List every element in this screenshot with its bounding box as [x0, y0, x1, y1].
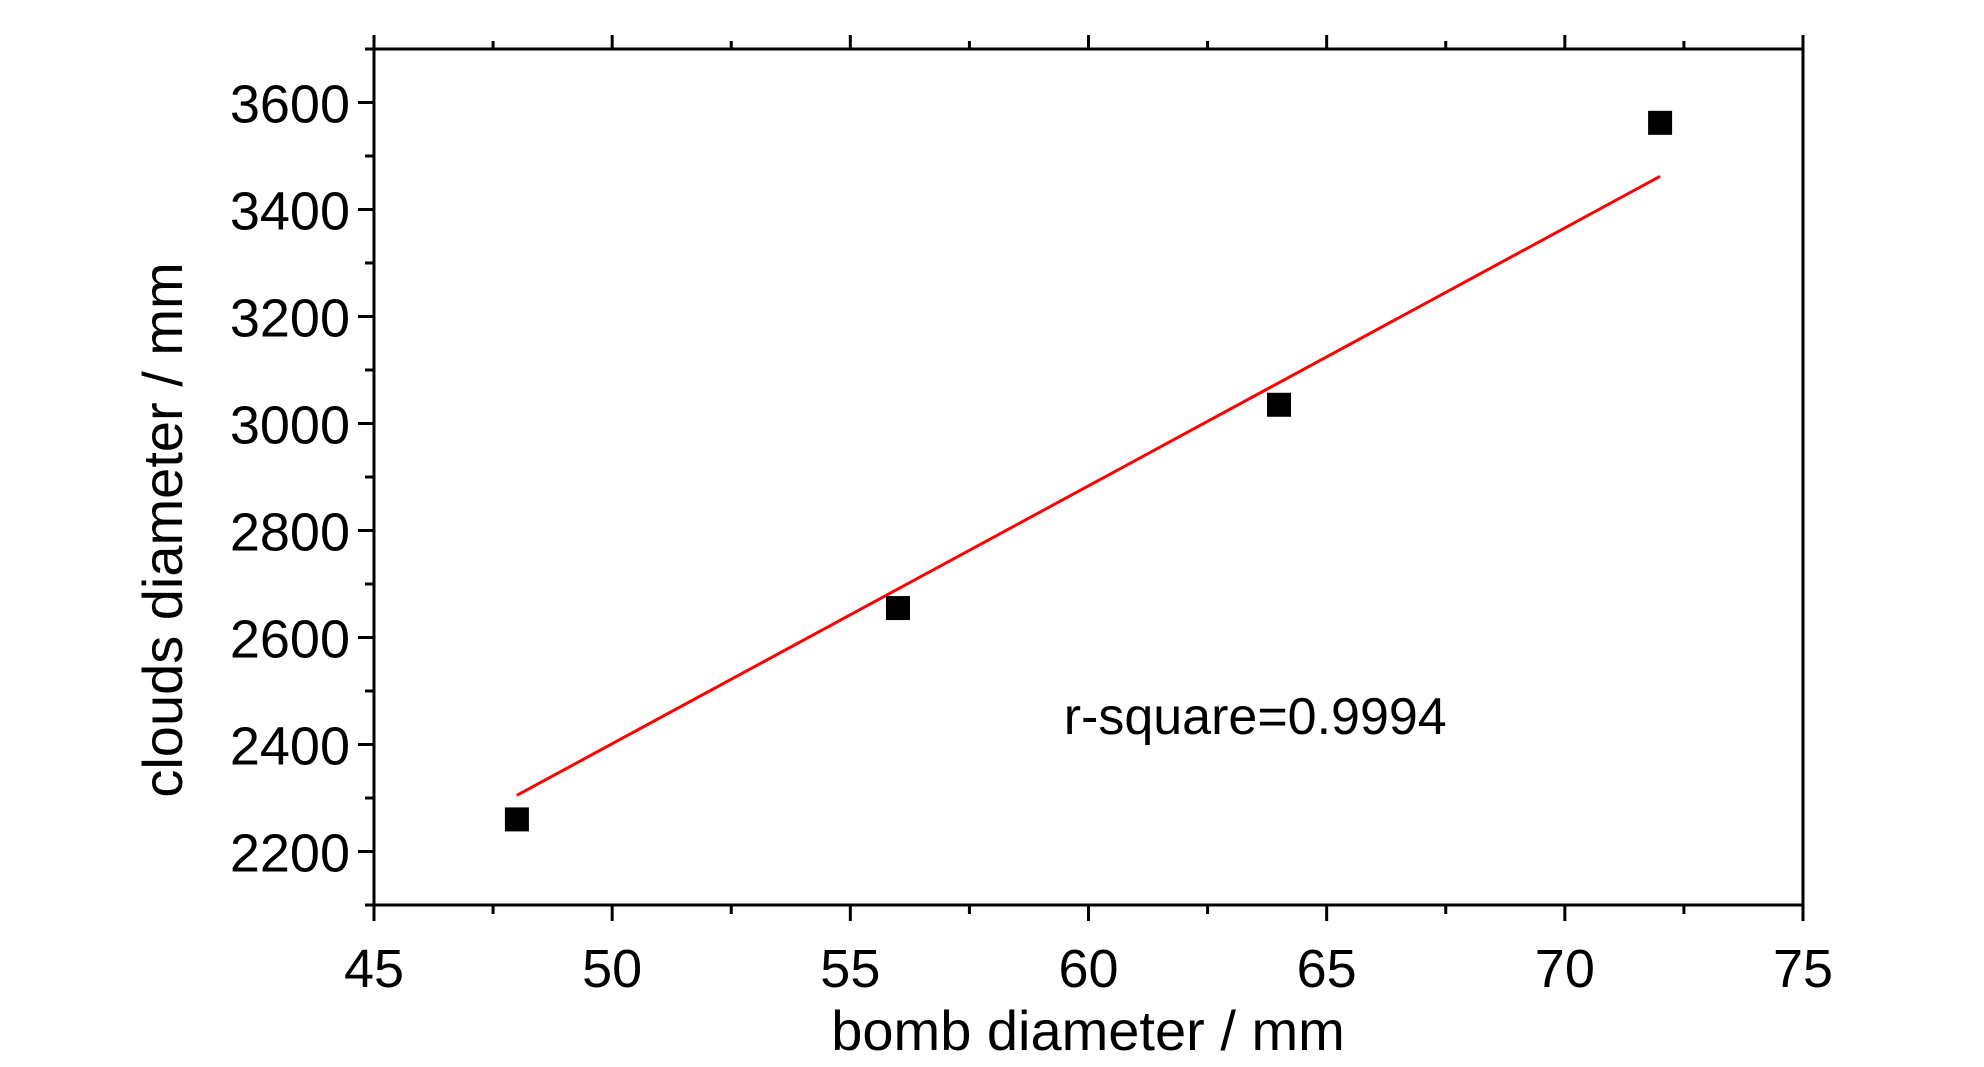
x-tick-label-50: 50 — [582, 939, 642, 999]
y-tick-label-2600: 2600 — [230, 610, 350, 670]
y-tick-label-3200: 3200 — [230, 289, 350, 349]
data-point-64 — [1267, 392, 1292, 417]
y-tick-label-3400: 3400 — [230, 182, 350, 242]
x-tick-label-70: 70 — [1535, 939, 1595, 999]
data-points-layer — [504, 110, 1673, 832]
x-axis-ticks — [372, 35, 1805, 921]
x-tick-label-65: 65 — [1297, 939, 1357, 999]
r-square-annotation: r-square=0.9994 — [1064, 688, 1447, 746]
y-tick-label-2400: 2400 — [230, 717, 350, 777]
data-point-56 — [885, 596, 910, 621]
y-axis-label: clouds diameter / mm — [131, 262, 194, 797]
x-tick-label-45: 45 — [344, 939, 404, 999]
x-tick-label-60: 60 — [1058, 939, 1118, 999]
annotations-layer: r-square=0.9994 — [1064, 688, 1447, 746]
data-point-48 — [504, 807, 529, 832]
y-tick-label-2800: 2800 — [230, 503, 350, 563]
y-tick-label-3600: 3600 — [230, 75, 350, 135]
fit-line — [516, 175, 1661, 797]
x-axis-tick-labels: 45 50 55 60 65 70 75 — [344, 939, 1833, 999]
plot-frame — [372, 47, 1805, 907]
fit-line-layer — [516, 175, 1661, 797]
y-tick-label-2200: 2200 — [230, 824, 350, 884]
y-axis-tick-labels: 2200 2400 2600 2800 3000 3200 3400 3600 — [230, 75, 350, 884]
data-point-72 — [1648, 110, 1673, 135]
y-axis-ticks — [358, 47, 374, 907]
x-axis-label: bomb diameter / mm — [831, 999, 1345, 1062]
x-tick-label-75: 75 — [1773, 939, 1833, 999]
y-tick-label-3000: 3000 — [230, 396, 350, 456]
x-tick-label-55: 55 — [820, 939, 880, 999]
